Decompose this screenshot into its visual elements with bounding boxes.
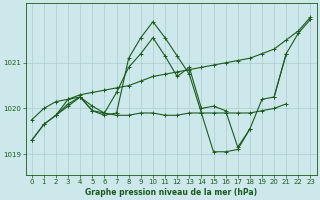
X-axis label: Graphe pression niveau de la mer (hPa): Graphe pression niveau de la mer (hPa) [85, 188, 257, 197]
